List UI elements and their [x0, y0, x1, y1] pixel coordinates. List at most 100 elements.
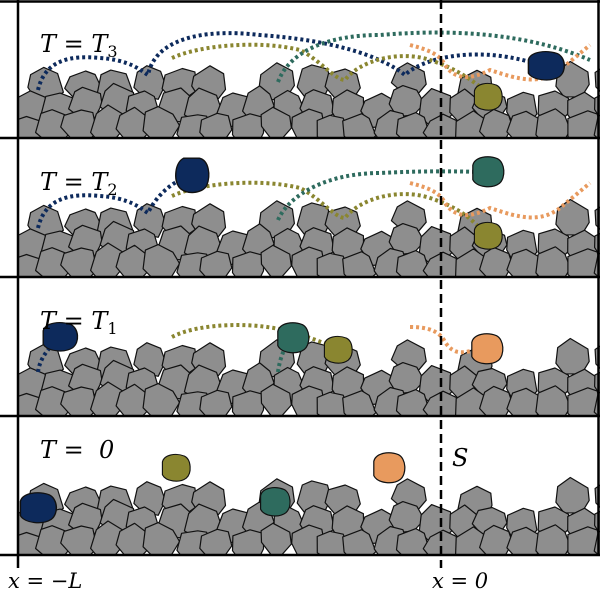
trajectory [171, 323, 336, 349]
rock [342, 529, 377, 555]
rock-layer [18, 337, 600, 416]
panel-t1-tracks [36, 321, 504, 373]
rock [316, 252, 351, 277]
rock [316, 530, 351, 555]
rock [60, 109, 98, 138]
rock [479, 385, 514, 416]
trajectory [171, 180, 487, 235]
grain [471, 333, 504, 365]
label-subscript: 1 [107, 319, 117, 338]
grain [175, 157, 210, 194]
grain [260, 487, 291, 517]
rock [231, 529, 265, 555]
rock [535, 524, 572, 555]
rock [291, 246, 326, 277]
rock [199, 112, 233, 138]
rock [422, 251, 462, 277]
grain [527, 50, 566, 81]
label-text: T = T [40, 168, 109, 196]
grain [277, 322, 310, 354]
rock-layer [18, 60, 600, 138]
rock [422, 390, 462, 416]
rock [133, 203, 166, 238]
grain [472, 156, 505, 188]
rock [291, 385, 326, 416]
rock [142, 521, 181, 555]
rock [395, 250, 431, 277]
rock [231, 113, 265, 138]
rock [89, 381, 125, 416]
label-subscript: 3 [107, 42, 117, 61]
rock [316, 391, 351, 416]
label-subscript: 2 [107, 180, 117, 199]
panel-label: T = T3 [40, 30, 118, 61]
rock [142, 105, 181, 138]
rock [199, 389, 233, 416]
rock [567, 526, 600, 555]
rock [555, 476, 590, 514]
rock [142, 383, 181, 416]
rock [142, 244, 181, 277]
rock [479, 246, 514, 277]
panel-label: T = 0 [40, 436, 114, 464]
rock [395, 527, 431, 555]
panel-t2-tracks [36, 156, 592, 250]
label-text: T = 0 [40, 436, 114, 464]
panel-label: T = T1 [40, 307, 118, 338]
rock [395, 389, 431, 416]
rock [60, 386, 98, 416]
rock [260, 383, 292, 416]
rock [342, 251, 377, 277]
grain [161, 453, 191, 482]
frame [0, 0, 600, 568]
trajectory [409, 325, 481, 355]
rock [535, 385, 572, 416]
axis-label: x = −L [8, 569, 82, 593]
grain [19, 492, 58, 524]
rock [89, 104, 125, 138]
trajectory [409, 181, 592, 220]
grain [373, 452, 406, 484]
rock [89, 520, 125, 555]
rock [342, 390, 377, 416]
rock [133, 481, 166, 516]
label-text: T = T [40, 30, 109, 58]
rock [231, 390, 265, 416]
rock [479, 108, 514, 138]
rock [260, 244, 292, 277]
source-label: S [452, 444, 468, 472]
rock [535, 108, 572, 138]
rock [291, 524, 326, 555]
axis-label: x = 0 [432, 569, 488, 593]
panel-label: T = T2 [40, 168, 118, 199]
rock [567, 387, 600, 416]
rock [133, 65, 166, 100]
rock [567, 110, 600, 138]
rock [422, 529, 462, 555]
rock [479, 524, 514, 555]
rock-layer [18, 198, 600, 277]
rock [199, 528, 233, 555]
rock [60, 525, 98, 555]
panel-t3-tracks [36, 30, 592, 111]
trajectory [171, 42, 487, 92]
rock [60, 247, 98, 277]
rock [260, 106, 292, 138]
rock [199, 250, 233, 277]
rock [555, 337, 590, 375]
rock [133, 342, 166, 377]
label-text: T = T [40, 307, 109, 335]
rock [291, 108, 326, 138]
grain [323, 335, 353, 364]
trajectory [36, 31, 531, 91]
rock [89, 242, 125, 277]
grain [473, 82, 503, 111]
rock [395, 111, 431, 138]
rock [535, 246, 572, 277]
trajectory [276, 169, 481, 221]
rock [316, 114, 351, 138]
rock [567, 248, 600, 277]
rock-layer [18, 476, 600, 555]
rock [260, 522, 292, 555]
